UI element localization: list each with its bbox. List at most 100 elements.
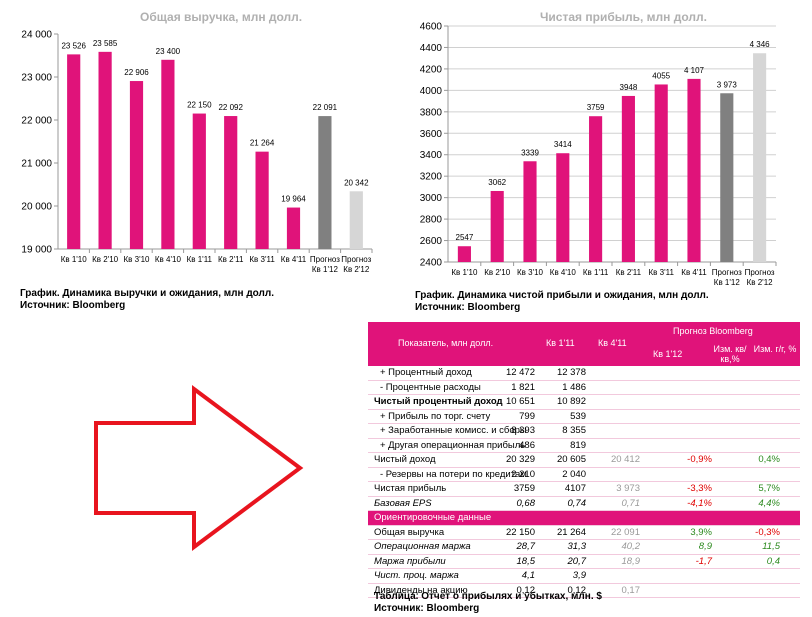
cell-q4-11: 31,3 (567, 541, 587, 552)
revenue-chart-title: Общая выручка, млн долл. (140, 10, 303, 24)
revenue-caption-title: График. Динамика выручки и ожидания, млн… (20, 288, 275, 299)
x-tick-label: Кв 1'10 (451, 268, 478, 277)
profit-caption-title: График. Динамика чистой прибыли и ожидан… (415, 290, 709, 301)
x-tick-label: Прогноз (310, 255, 340, 264)
data-label: 2547 (456, 233, 474, 242)
y-tick-label: 4000 (420, 86, 443, 97)
bar (286, 207, 301, 249)
bar (621, 95, 635, 262)
cell-q4-11: 819 (570, 439, 586, 451)
data-label: 23 526 (61, 41, 86, 50)
cell-q4-11: 4107 (564, 483, 586, 494)
x-tick-label: Кв 4'11 (681, 268, 707, 277)
row-label: Ориентировочные данные (374, 512, 492, 523)
data-label: 22 150 (187, 101, 212, 110)
x-tick-label: Кв 1'12 (714, 278, 741, 287)
right-arrow-icon (94, 385, 304, 551)
cell-q1-11: 3759 (513, 483, 535, 494)
data-label: 22 091 (313, 103, 338, 112)
row-label: Чистый процентный доход (374, 396, 503, 407)
table-row: Дивиденды на акцию 0,12 0,12 0,17 (368, 584, 800, 598)
y-tick-label: 4600 (420, 22, 443, 33)
data-label: 20 342 (344, 178, 369, 187)
data-label: 3948 (620, 83, 638, 92)
y-tick-label: 2800 (420, 215, 443, 226)
data-label: 3 973 (717, 80, 738, 89)
cell-chg-yy: 0,4% (758, 454, 780, 465)
x-tick-label: Кв 2'10 (484, 268, 511, 277)
y-tick-label: 22 000 (21, 116, 52, 127)
header-chg-qq: Изм. кв/кв,% (713, 344, 747, 364)
cell-q1-11: 1 821 (511, 381, 535, 393)
cell-q1-12: 0,71 (621, 497, 641, 509)
profit-chart: 2400 2600 2800 3000 3200 3400 3600 3800 4000 4200… (420, 22, 777, 287)
header-q1-12: Кв 1'12 (653, 349, 683, 359)
bar (318, 116, 332, 249)
cell-q4-11: 539 (570, 410, 586, 422)
bar (687, 78, 701, 262)
table-row: Чистый процентный доход 10 651 10 892 (368, 395, 800, 410)
bar (129, 81, 144, 250)
cell-chg-yy: 4,4% (758, 497, 780, 509)
table-header: Показатель, млн долл. Кв 1'11 Кв 4'11 Пр… (368, 322, 800, 366)
cell-chg-qq: 8,9 (698, 541, 712, 552)
table-caption: Таблица. Отчет о прибылях и убытках, млн… (374, 591, 602, 615)
x-tick-label: Кв 3'11 (249, 255, 275, 264)
data-label: 23 400 (156, 47, 181, 56)
y-tick-label: 3800 (420, 107, 443, 118)
table-caption-source: Источник: Bloomberg (374, 603, 480, 614)
table-caption-title: Таблица. Отчет о прибылях и убытках, млн… (374, 591, 602, 602)
cell-chg-yy: 5,7% (758, 483, 780, 494)
revenue-caption: График. Динамика выручки и ожидания, млн… (20, 288, 274, 312)
y-tick-label: 3400 (420, 150, 443, 161)
row-label: Чистая прибыль (374, 483, 447, 494)
row-label: - Процентные расходы (380, 381, 481, 393)
bar (161, 59, 175, 249)
bar (67, 54, 81, 249)
revenue-caption-source: Источник: Bloomberg (20, 300, 126, 311)
data-label: 22 092 (218, 103, 243, 112)
cell-chg-qq: -3,3% (687, 483, 712, 494)
table-row: + Процентный доход 12 472 12 378 (368, 366, 800, 381)
cell-chg-qq: -4,1% (687, 497, 712, 509)
data-label: 21 264 (250, 139, 275, 148)
cell-q4-11: 0,12 (567, 584, 587, 596)
x-tick-label: Кв 3'10 (517, 268, 544, 277)
cell-q1-11: 12 472 (505, 367, 535, 378)
cell-chg-qq: -0,9% (687, 454, 712, 465)
profit-caption-source: Источник: Bloomberg (415, 302, 521, 313)
data-label: 4055 (652, 71, 670, 80)
y-tick-label: 23 000 (21, 73, 52, 84)
cell-q1-11: 0,12 (516, 584, 536, 596)
row-label: Операционная маржа (374, 541, 471, 552)
bar (224, 116, 238, 249)
row-label: Базовая EPS (374, 497, 432, 509)
data-label: 3414 (554, 140, 572, 149)
cell-q4-11: 0,74 (567, 497, 587, 509)
bar (349, 191, 363, 249)
y-tick-label: 19 000 (21, 245, 52, 256)
cell-q4-11: 1 486 (562, 381, 586, 393)
bar (556, 153, 570, 262)
x-tick-label: Прогноз (745, 268, 775, 277)
table-row: Чистая прибыль 3759 4107 3 973 -3,3% 5,7% (368, 482, 800, 497)
y-tick-label: 4200 (420, 64, 443, 75)
cell-chg-yy: 0,4 (766, 555, 780, 567)
y-tick-label: 3200 (420, 172, 443, 183)
bar (490, 190, 504, 262)
row-label: Маржа прибыли (374, 555, 446, 567)
bar (654, 84, 668, 262)
bar (753, 53, 767, 263)
bar (192, 113, 206, 249)
header-q4-11: Кв 4'11 (598, 338, 627, 348)
y-tick-label: 21 000 (21, 159, 52, 170)
x-tick-label: Кв 2'11 (218, 255, 244, 264)
cell-q1-11: 28,7 (516, 541, 536, 552)
cell-chg-qq: 3,9% (690, 526, 712, 538)
cell-q4-11: 8 355 (562, 425, 586, 436)
row-label: - Резервы на потери по кредитам (380, 468, 527, 480)
bar (255, 151, 269, 249)
table-row: Чист. проц. маржа 4,1 3,9 (368, 569, 800, 584)
cell-q1-12: 3 973 (616, 483, 640, 494)
table-row: - Резервы на потери по кредитам 2 210 2 04… (368, 468, 800, 482)
